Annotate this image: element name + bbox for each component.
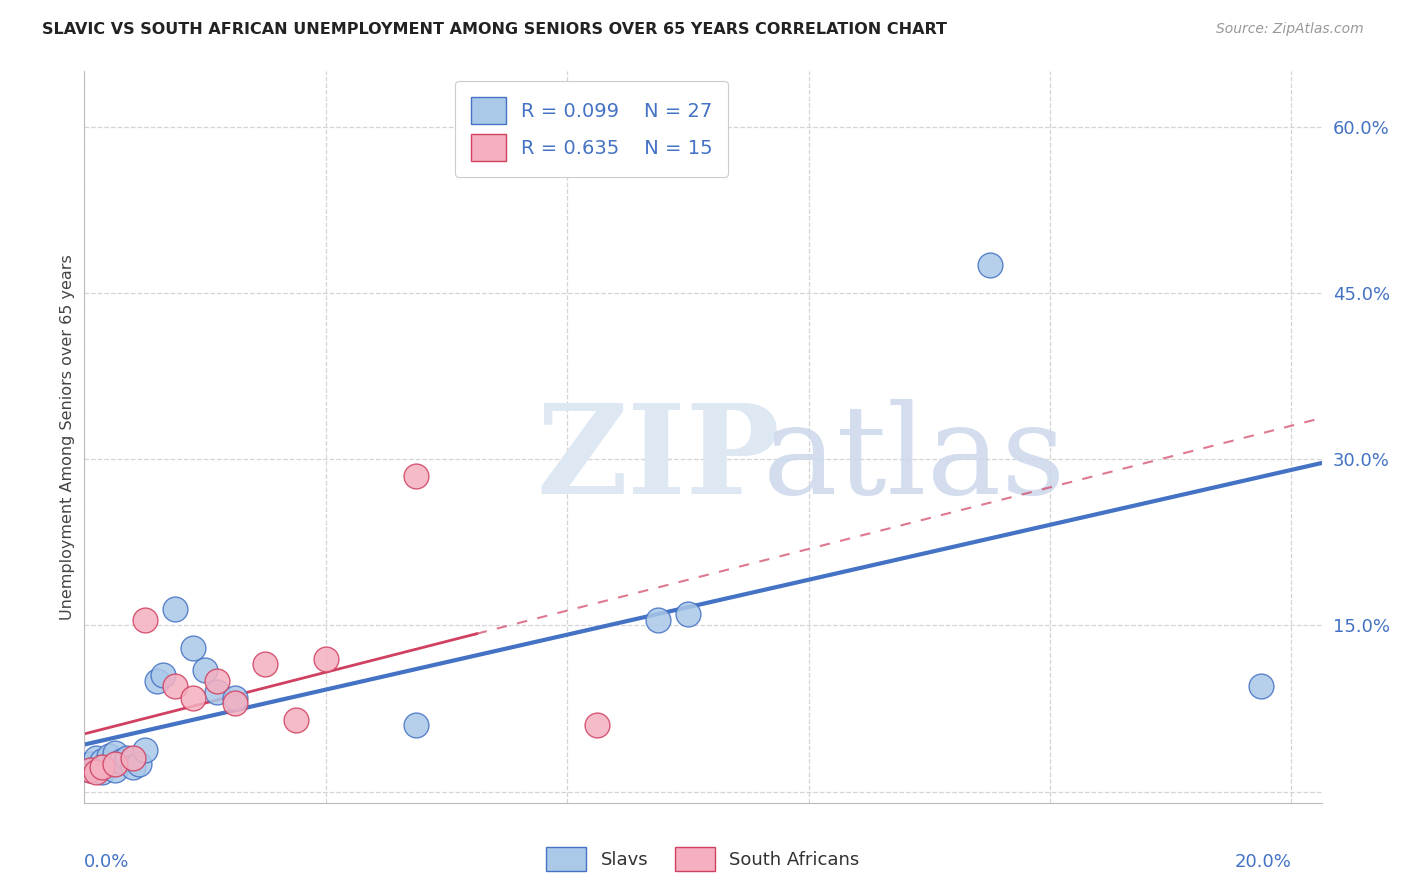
Point xyxy=(134,613,156,627)
Point xyxy=(152,668,174,682)
Point xyxy=(194,663,217,677)
Point xyxy=(979,258,1001,272)
Point xyxy=(97,757,120,772)
Text: Source: ZipAtlas.com: Source: ZipAtlas.com xyxy=(1216,22,1364,37)
Point xyxy=(115,751,138,765)
Text: ZIP: ZIP xyxy=(536,399,780,519)
Point xyxy=(181,640,204,655)
Point xyxy=(121,751,143,765)
Text: atlas: atlas xyxy=(762,399,1066,519)
Point xyxy=(86,760,108,774)
Point xyxy=(128,757,150,772)
Point xyxy=(284,713,307,727)
Text: 0.0%: 0.0% xyxy=(84,853,129,871)
Point xyxy=(110,754,132,768)
Point xyxy=(79,763,101,777)
Point xyxy=(91,754,114,768)
Text: 20.0%: 20.0% xyxy=(1234,853,1292,871)
Point xyxy=(676,607,699,622)
Point xyxy=(205,673,228,688)
Point xyxy=(91,764,114,779)
Point xyxy=(121,760,143,774)
Y-axis label: Unemployment Among Seniors over 65 years: Unemployment Among Seniors over 65 years xyxy=(60,254,75,620)
Point xyxy=(86,751,108,765)
Point xyxy=(103,763,125,777)
Text: SLAVIC VS SOUTH AFRICAN UNEMPLOYMENT AMONG SENIORS OVER 65 YEARS CORRELATION CHA: SLAVIC VS SOUTH AFRICAN UNEMPLOYMENT AMO… xyxy=(42,22,948,37)
Point xyxy=(254,657,277,672)
Point xyxy=(224,696,246,710)
Point xyxy=(586,718,609,732)
Point xyxy=(1250,680,1272,694)
Point xyxy=(163,602,186,616)
Point xyxy=(181,690,204,705)
Point xyxy=(91,760,114,774)
Point xyxy=(647,613,669,627)
Legend: Slavs, South Africans: Slavs, South Africans xyxy=(538,840,868,878)
Point xyxy=(163,680,186,694)
Point xyxy=(103,746,125,760)
Point xyxy=(97,749,120,764)
Point xyxy=(103,757,125,772)
Point xyxy=(405,468,427,483)
Point xyxy=(205,685,228,699)
Point xyxy=(134,742,156,756)
Point xyxy=(224,690,246,705)
Point xyxy=(86,764,108,779)
Point xyxy=(79,757,101,772)
Point xyxy=(315,651,337,665)
Point xyxy=(405,718,427,732)
Point xyxy=(146,673,169,688)
Point xyxy=(79,763,101,777)
